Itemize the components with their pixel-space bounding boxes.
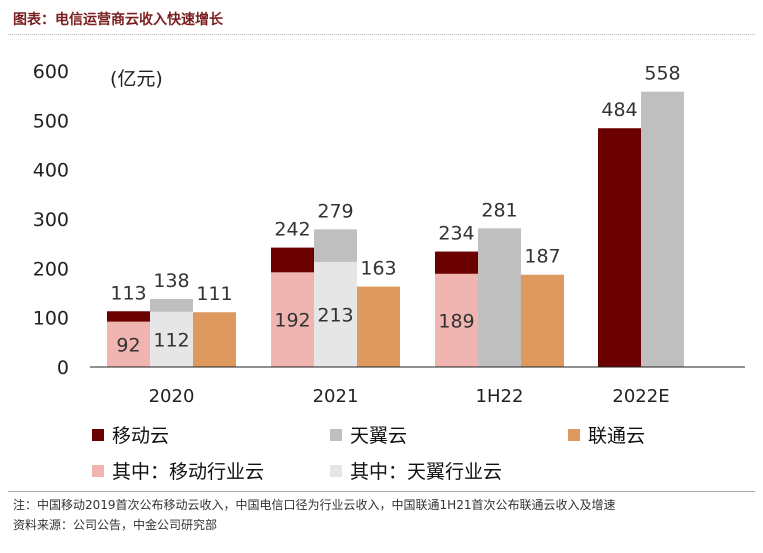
value-label: 558 — [644, 63, 680, 85]
bar-mobile_industry — [435, 273, 478, 367]
legend-item-unicom: 联通云 — [568, 421, 645, 448]
bottom-divider — [8, 491, 755, 492]
bar-tianyi_industry — [314, 261, 357, 367]
legend-item-mobile-industry: 其中：移动行业云 — [92, 457, 264, 484]
value-label: 111 — [196, 283, 232, 305]
figure-note: 注：中国移动2019首次公布移动云收入，中国电信口径为行业云收入，中国联通1H2… — [13, 498, 616, 512]
y-tick-label: 100 — [33, 308, 69, 330]
bar-unicom — [193, 312, 236, 367]
value-label: 484 — [601, 99, 637, 121]
y-tick-label: 400 — [33, 160, 69, 182]
figure-source: 资料来源：公司公告，中金公司研究部 — [13, 518, 218, 532]
y-tick-label: 300 — [33, 209, 69, 231]
legend-swatch-tianyi — [330, 428, 342, 441]
bar-unicom — [357, 286, 400, 367]
legend-label-mobile: 移动云 — [112, 425, 170, 447]
value-label: 281 — [481, 199, 517, 221]
bar-tianyi — [641, 91, 684, 367]
x-tick-label: 2021 — [313, 386, 359, 407]
x-tick-label: 2020 — [149, 386, 195, 407]
legend-swatch-mobile-industry — [92, 464, 104, 477]
sub-value-label: 92 — [116, 334, 140, 356]
figure-title: 图表：电信运营商云收入快速增长 — [13, 12, 223, 28]
legend-item-mobile: 移动云 — [92, 421, 169, 448]
value-label: 234 — [438, 223, 474, 245]
bar-unicom — [521, 274, 564, 367]
y-unit-label: (亿元) — [110, 68, 163, 90]
value-label: 187 — [524, 246, 560, 268]
legend-swatch-tianyi-industry — [330, 464, 342, 477]
bar-mobile_industry — [271, 272, 314, 367]
bar-tianyi — [478, 228, 521, 367]
sub-value-label: 189 — [438, 310, 474, 332]
legend-swatch-unicom — [568, 428, 580, 441]
x-tick-label: 1H22 — [476, 386, 524, 407]
sub-value-label: 192 — [274, 310, 310, 332]
x-tick-label: 2022E — [612, 386, 669, 407]
legend-item-tianyi-industry: 其中：天翼行业云 — [330, 457, 502, 484]
y-tick-label: 0 — [57, 357, 69, 379]
top-divider — [8, 34, 755, 35]
bar-mobile_industry — [107, 321, 150, 367]
sub-value-label: 213 — [317, 304, 353, 326]
revenue-bar-chart: 0 100 200 300 400 500 600 (亿元) 92 113 112 138 111 202… — [33, 61, 745, 407]
legend-label-tianyi: 天翼云 — [350, 425, 408, 447]
value-label: 163 — [360, 258, 396, 280]
y-tick-label: 600 — [33, 61, 69, 83]
value-label: 279 — [317, 200, 353, 222]
sub-value-label: 112 — [153, 329, 189, 351]
legend-label-unicom: 联通云 — [588, 425, 646, 447]
legend-item-tianyi: 天翼云 — [330, 421, 407, 448]
value-label: 242 — [274, 219, 310, 241]
bar-tianyi_industry — [150, 311, 193, 367]
legend-label-mobile-industry: 其中：移动行业云 — [112, 461, 265, 483]
legend-swatch-mobile — [92, 428, 104, 441]
value-label: 113 — [110, 282, 146, 304]
y-tick-label: 500 — [33, 110, 69, 132]
bar-mobile — [598, 128, 641, 367]
value-label: 138 — [153, 270, 189, 292]
legend-label-tianyi-industry: 其中：天翼行业云 — [350, 461, 503, 483]
y-tick-label: 200 — [33, 258, 69, 280]
